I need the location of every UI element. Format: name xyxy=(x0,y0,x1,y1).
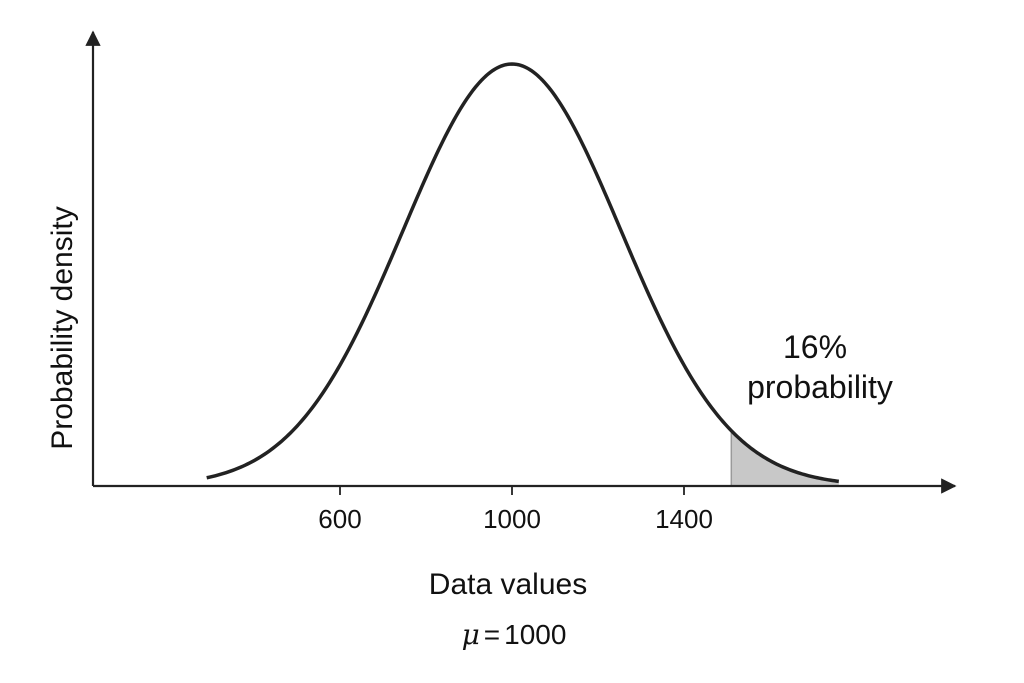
y-axis-label: Probability density xyxy=(46,206,79,449)
shaded-tail-area xyxy=(731,430,839,486)
mean-symbol: μ xyxy=(462,618,480,651)
x-axis-label: Data values xyxy=(429,568,587,601)
shaded-probability-percent: 16% xyxy=(783,329,847,365)
mean-subtitle: μ = 1000 xyxy=(462,618,567,651)
x-axis-tick-labels: 600 1000 1400 xyxy=(318,504,713,534)
x-axis-ticks xyxy=(339,486,685,495)
mean-value: 1000 xyxy=(504,619,566,650)
mean-equals: = xyxy=(484,619,500,650)
x-tick-label-1000: 1000 xyxy=(483,504,541,534)
density-curve xyxy=(206,62,840,484)
x-tick-label-600: 600 xyxy=(318,504,361,534)
shaded-probability-word: probability xyxy=(747,369,893,405)
x-tick-label-1400: 1400 xyxy=(655,504,713,534)
